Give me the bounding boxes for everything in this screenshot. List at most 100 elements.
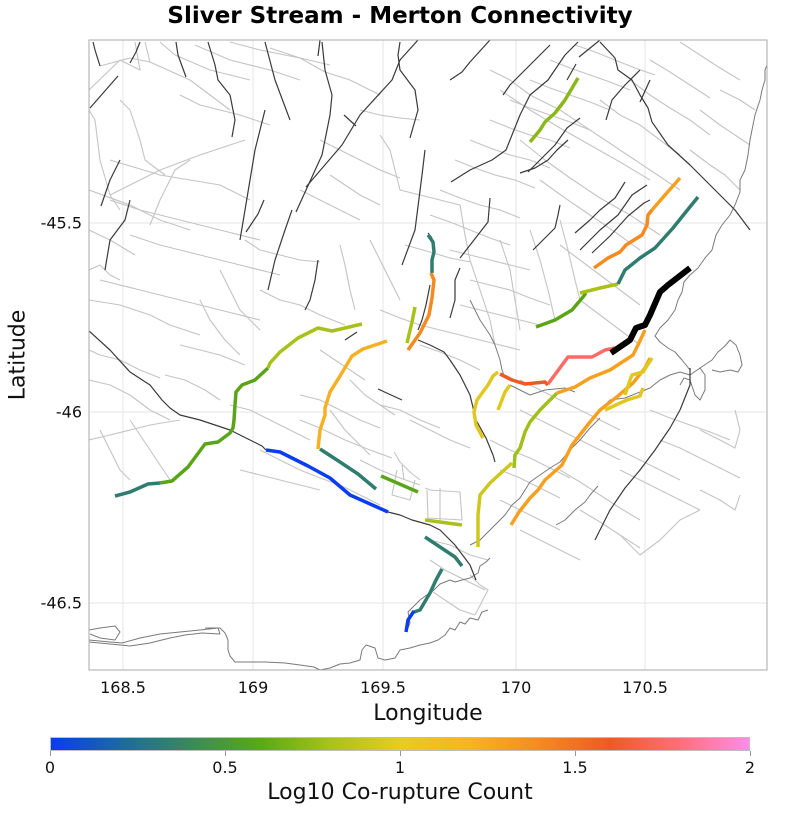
- fault-section-outline: [429, 539, 489, 561]
- fault-section-outline: [599, 439, 681, 481]
- corupture-segment: [546, 346, 616, 386]
- colorbar-tick-label: 1.5: [562, 758, 588, 777]
- x-tick-label: 170.5: [622, 678, 668, 697]
- fault-trace: [100, 159, 121, 207]
- colorbar-tick-label: 1: [394, 758, 406, 777]
- fault-section-outline: [99, 41, 151, 67]
- plot-frame: [88, 39, 768, 671]
- corupture-segment: [380, 474, 419, 494]
- colorbar-tick-mark: [225, 751, 226, 756]
- y-tick-label: -46: [55, 402, 82, 422]
- fault-trace: [245, 199, 265, 233]
- fault-trace: [527, 117, 581, 173]
- fault-section-outline: [259, 289, 346, 326]
- fault-section-outline: [129, 234, 281, 276]
- x-tick-label: 170: [500, 678, 532, 697]
- fault-section-outline: [519, 409, 621, 461]
- fault-section-outline: [109, 139, 246, 196]
- fault-trace: [89, 75, 119, 109]
- fault-section-outline: [379, 309, 441, 331]
- fault-trace: [377, 388, 403, 401]
- target-fault-sliver-stream: [609, 265, 692, 356]
- fault-section-outline: [379, 404, 441, 429]
- colored-fault-segments: [114, 77, 700, 633]
- colorbar-tick-mark: [50, 751, 51, 756]
- fault-trace: [578, 40, 601, 58]
- fault-section-outline: [529, 79, 611, 111]
- corupture-segment: [265, 448, 389, 514]
- fault-section-outline: [239, 469, 321, 491]
- corupture-segment: [616, 195, 700, 285]
- coastline-segment: [205, 609, 489, 670]
- corupture-segment: [528, 77, 580, 144]
- fault-section-outline: [359, 109, 421, 121]
- fault-section-outline: [619, 469, 701, 511]
- corupture-segment: [266, 322, 363, 369]
- fault-section-outline: [549, 59, 631, 91]
- coastline-segment: [89, 627, 221, 647]
- fault-trace: [129, 41, 141, 64]
- fault-section-outline: [399, 189, 461, 206]
- fault-section-outline: [424, 487, 463, 521]
- corupture-segment: [650, 176, 682, 212]
- fault-section-outline: [299, 394, 381, 429]
- colorbar-title: Log10 Co-rupture Count: [267, 780, 533, 805]
- fault-trace: [305, 40, 419, 188]
- fault-section-outline: [679, 41, 741, 81]
- fault-trace: [574, 181, 626, 234]
- colorbar-tick-mark: [750, 751, 751, 756]
- fault-section-outline: [89, 109, 121, 211]
- fault-trace: [502, 44, 551, 96]
- fault-section-outline: [89, 41, 141, 91]
- fault-section-outline: [339, 244, 356, 311]
- fault-section-outline: [159, 41, 251, 81]
- corupture-segment: [499, 372, 550, 387]
- y-tick-label: -45.5: [40, 213, 82, 233]
- fault-section-outline: [393, 451, 421, 481]
- fault-section-outline: [109, 199, 261, 241]
- fault-section-outline: [699, 489, 741, 511]
- coastline-segment: [89, 625, 121, 641]
- coastline-segment: [469, 299, 506, 379]
- fault-section-outline: [419, 344, 481, 371]
- fault-section-outline: [429, 214, 511, 246]
- corupture-segment: [413, 568, 444, 614]
- fault-section-outline: [179, 344, 246, 366]
- fault-trace: [417, 339, 496, 463]
- corupture-segment: [316, 339, 388, 450]
- fault-section-outline: [179, 94, 271, 126]
- fault-trace: [591, 199, 651, 254]
- fault-section-outline: [519, 529, 581, 561]
- fault-section-outline: [89, 189, 191, 231]
- fault-section-outline: [519, 139, 661, 236]
- fault-section-outline: [499, 239, 521, 331]
- colorbar-tick-label: 0.5: [212, 758, 238, 777]
- fault-section-outline: [149, 61, 231, 111]
- fault-trace: [199, 419, 267, 451]
- x-axis-label: Longitude: [373, 701, 483, 726]
- fault-section-outline: [369, 239, 401, 301]
- coastline-segment: [654, 64, 767, 371]
- fault-trace: [651, 121, 751, 231]
- corupture-segment: [319, 447, 378, 491]
- corupture-segment: [476, 461, 514, 547]
- fault-section-outline: [149, 159, 191, 226]
- corupture-segment: [496, 383, 512, 411]
- corupture-segment: [592, 208, 654, 270]
- fault-section-outline: [99, 279, 261, 321]
- fault-trace: [267, 209, 293, 291]
- fault-section-outline: [129, 419, 171, 481]
- fault-section-outline: [194, 44, 301, 81]
- fault-section-outline: [319, 139, 401, 179]
- fault-section-outline: [659, 439, 741, 479]
- fault-trace: [449, 40, 491, 81]
- colorbar-tick-label: 2: [744, 758, 756, 777]
- fault-section-outline: [579, 509, 641, 549]
- fault-section-outline: [529, 229, 556, 321]
- coastline: [89, 64, 767, 670]
- fault-section-outline: [689, 149, 741, 191]
- fault-section-outline: [164, 374, 221, 401]
- corupture-segment: [579, 282, 619, 295]
- fault-section-outline: [499, 89, 651, 181]
